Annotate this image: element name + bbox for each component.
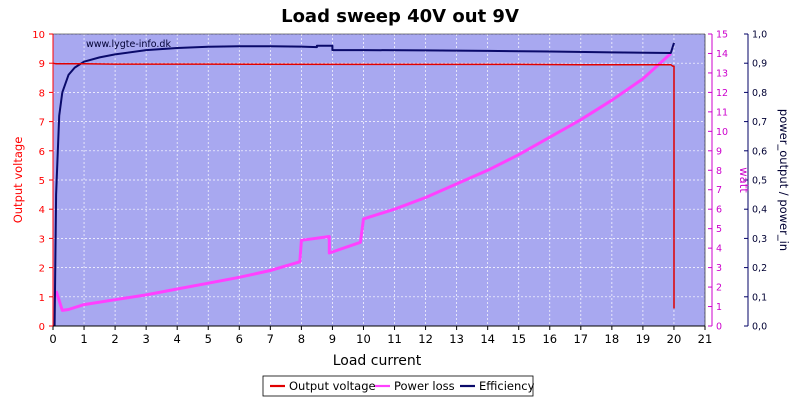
- x-tick-label: 10: [356, 332, 371, 346]
- x-tick-label: 12: [418, 332, 433, 346]
- y-right2-tick-label: 0,4: [752, 205, 767, 216]
- legend-box: [262, 375, 534, 397]
- y-right2-tick-label: 0,7: [752, 117, 767, 128]
- y-right1-tick-label: 14: [716, 49, 728, 60]
- series-line-output-voltage: [52, 62, 675, 309]
- y-right2-tick-label: 0,8: [752, 88, 767, 99]
- y-right2-tick-label: 0,1: [752, 292, 767, 303]
- y-right2-tick-label: 0,3: [752, 234, 767, 245]
- y-right2-tick-label: 0,6: [752, 146, 767, 157]
- watermark-text: www.lygte-info.dk: [86, 39, 171, 50]
- y-right1-tick-label: 11: [716, 107, 728, 118]
- y-left-tick-label: 0: [39, 322, 45, 333]
- y-right1-tick-label: 10: [716, 127, 728, 138]
- x-tick-label: 14: [480, 332, 495, 346]
- x-axis-label: Load current: [333, 353, 422, 369]
- y-right1-tick-label: 4: [716, 244, 722, 255]
- y-left-axis-label: Output voltage: [11, 137, 25, 224]
- x-tick-label: 13: [449, 332, 464, 346]
- legend-label: Output voltage: [289, 379, 376, 393]
- y-left-tick-label: 3: [39, 234, 45, 245]
- y-right1-tick-label: 15: [716, 30, 728, 41]
- y-right2-tick-label: 1,0: [752, 30, 767, 41]
- y-right1-tick-label: 1: [716, 302, 722, 313]
- y-right1-tick-label: 8: [716, 166, 722, 177]
- y-right1-tick-label: 5: [716, 224, 722, 235]
- y-right2-tick-label: 0,9: [752, 59, 767, 70]
- y-right1-tick-label: 2: [716, 283, 722, 294]
- x-tick-label: 1: [80, 332, 87, 346]
- x-tick-label: 11: [387, 332, 402, 346]
- x-tick-label: 0: [49, 332, 56, 346]
- y-left-tick-label: 10: [32, 30, 45, 41]
- y-right1-tick-label: 3: [716, 263, 722, 274]
- y-left-tick-label: 1: [39, 293, 45, 304]
- x-tick-label: 19: [636, 332, 651, 346]
- y-right1-tick-label: 0: [716, 322, 722, 333]
- y-right1-tick-label: 6: [716, 205, 722, 216]
- y-right2-tick-label: 0,0: [752, 322, 767, 333]
- y-right2-axis-label: power_output / power_in: [777, 109, 791, 251]
- x-tick-label: 4: [174, 332, 181, 346]
- y-left-tick-label: 2: [39, 264, 45, 275]
- x-tick-label: 21: [698, 332, 713, 346]
- series-line-power-loss: [54, 52, 672, 312]
- legend-label: Power loss: [394, 379, 455, 393]
- legend: Output voltage Power loss Efficiency: [262, 375, 535, 397]
- y-left-tick-label: 9: [39, 59, 45, 70]
- x-tick-label: 6: [236, 332, 243, 346]
- x-tick-label: 9: [329, 332, 336, 346]
- y-right1-tick-label: 7: [716, 185, 722, 196]
- chart-title: Load sweep 40V out 9V: [281, 6, 519, 27]
- x-tick-label: 18: [605, 332, 620, 346]
- x-tick-label: 3: [142, 332, 149, 346]
- y-left-tick-label: 4: [39, 205, 45, 216]
- y-left-tick-label: 5: [39, 176, 45, 187]
- x-tick-label: 20: [667, 332, 682, 346]
- y-left-tick-label: 6: [39, 147, 45, 158]
- y-right2-tick-label: 0,5: [752, 176, 767, 187]
- y-left-tick-label: 7: [39, 118, 45, 129]
- x-tick-label: 17: [573, 332, 588, 346]
- x-tick-label: 16: [542, 332, 557, 346]
- y-left-tick-label: 8: [39, 88, 45, 99]
- legend-label: Efficiency: [479, 379, 535, 393]
- x-tick-label: 8: [298, 332, 305, 346]
- x-tick-label: 5: [205, 332, 212, 346]
- y-right1-tick-label: 13: [716, 68, 728, 79]
- x-tick-label: 7: [267, 332, 274, 346]
- x-tick-label: 15: [511, 332, 526, 346]
- y-right1-tick-label: 12: [716, 88, 728, 99]
- y-right1-tick-label: 9: [716, 146, 722, 157]
- y-right2-tick-label: 0,2: [752, 263, 767, 274]
- axes: 0 1 2 3 4 5 6 7 8 9 10 11 12 13 14 15 16 17 18 19 20 21012345…: [32, 30, 767, 347]
- y-right1-axis-label: watt: [737, 167, 751, 193]
- x-tick-label: 2: [111, 332, 118, 346]
- series-line-efficiency: [53, 42, 675, 327]
- series-layer: [52, 42, 675, 327]
